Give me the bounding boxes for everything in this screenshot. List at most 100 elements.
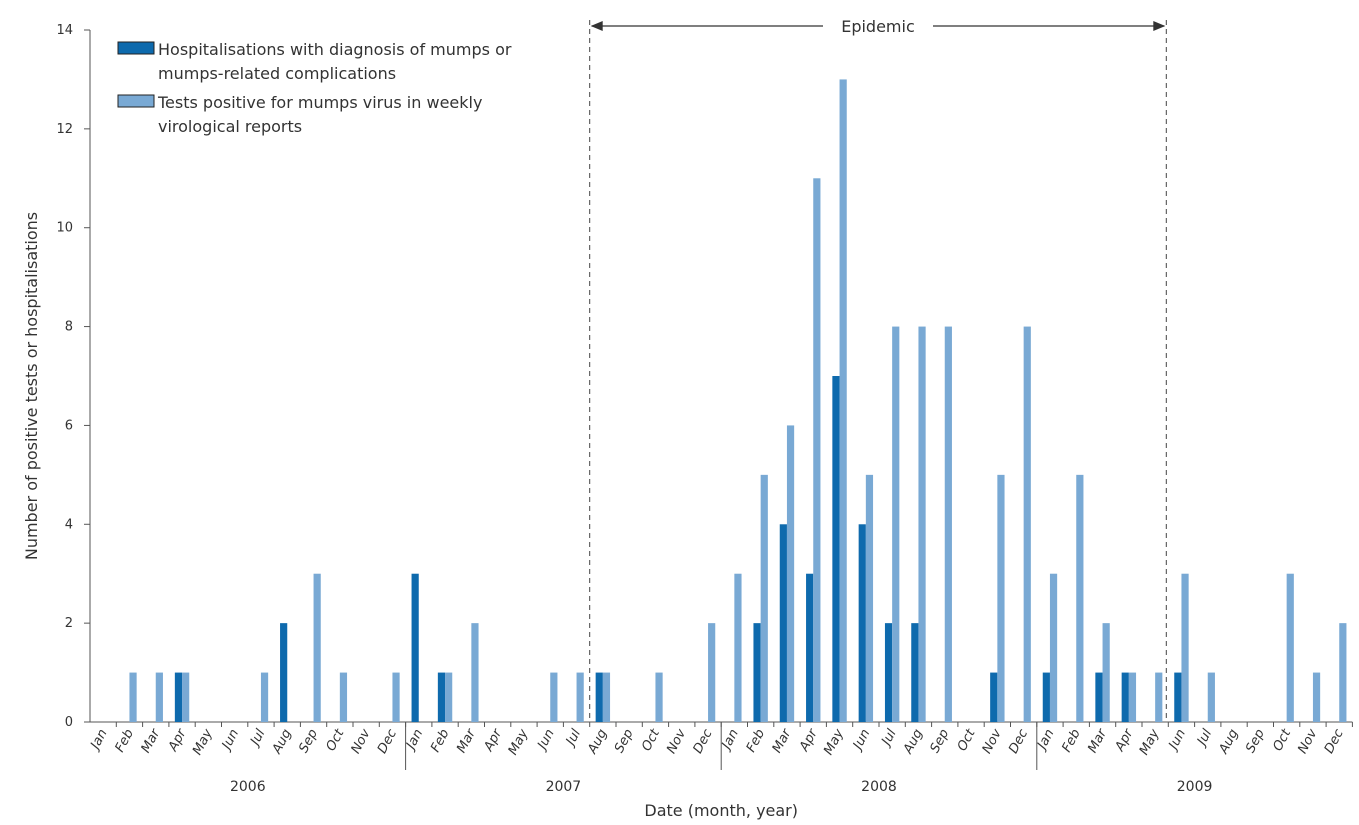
hospitalisation-bar — [1042, 672, 1050, 722]
positive-test-bar — [813, 178, 821, 723]
month-label: Jun — [534, 727, 558, 755]
epidemic-annotation: Epidemic — [589, 17, 1167, 722]
month-label: May — [506, 727, 532, 758]
month-label: Dec — [1006, 727, 1031, 756]
legend-label: Hospitalisations with diagnosis of mumps… — [158, 40, 512, 59]
positive-test-bar — [1128, 672, 1137, 722]
positive-test-bar — [1049, 573, 1058, 722]
x-axis: Jan Feb Mar Apr May Jun Jul Aug Sep Oct Nov Dec2006… — [87, 721, 1353, 795]
positive-test-bar — [1023, 326, 1031, 722]
y-tick-label: 12 — [56, 122, 73, 137]
positive-test-bar — [1155, 672, 1163, 722]
positive-test-bar — [1312, 672, 1321, 722]
month-label: Nov — [664, 727, 689, 757]
month-label: Oct — [955, 726, 979, 754]
month-label: Feb — [428, 727, 452, 755]
month-label: Jul — [1193, 726, 1215, 750]
positive-test-bar — [1207, 672, 1215, 722]
positive-test-bar — [392, 672, 400, 722]
month-label: Sep — [928, 727, 953, 756]
hospitalisation-bar — [806, 573, 814, 722]
positive-test-bar — [1181, 573, 1189, 722]
month-label: May — [1137, 727, 1163, 758]
positive-test-bar — [760, 474, 768, 722]
positive-test-bar — [944, 326, 952, 722]
y-axis: 0 2 4 6 8 10 12 14 — [56, 23, 91, 730]
positive-test-bar — [997, 474, 1005, 722]
positive-test-bar — [918, 326, 926, 722]
month-label: Nov — [349, 727, 374, 757]
legend-swatch — [117, 41, 155, 55]
bars — [129, 79, 1347, 723]
month-label: Jul — [562, 726, 584, 750]
positive-test-bar — [576, 672, 584, 722]
month-label: Dec — [375, 727, 400, 756]
y-tick-label: 0 — [65, 715, 73, 730]
hospitalisation-bar — [1174, 672, 1182, 722]
month-label: Nov — [980, 727, 1005, 757]
month-label: Jul — [878, 726, 900, 750]
positive-test-bar — [655, 672, 663, 722]
y-tick-label: 2 — [65, 616, 73, 631]
month-label: Mar — [1085, 725, 1111, 755]
positive-test-bar — [839, 79, 847, 722]
x-axis-title: Date (month, year) — [644, 801, 798, 820]
positive-test-bar — [550, 672, 558, 722]
month-label: May — [821, 727, 847, 758]
hospitalisation-bar — [437, 672, 446, 722]
month-label: Sep — [1243, 727, 1268, 756]
positive-test-bar — [865, 474, 874, 722]
month-label: Aug — [900, 727, 926, 757]
month-label: Mar — [770, 725, 796, 755]
month-label: Aug — [585, 727, 611, 757]
epidemic-label: Epidemic — [841, 17, 915, 36]
positive-test-bar — [1339, 623, 1347, 722]
positive-test-bar — [786, 425, 795, 722]
hospitalisation-bar — [1095, 672, 1103, 722]
month-label: Nov — [1295, 727, 1320, 757]
month-label: Apr — [481, 725, 506, 754]
month-label: Jun — [218, 727, 242, 755]
positive-test-bar — [313, 573, 321, 722]
month-label: Oct — [324, 726, 348, 754]
positive-test-bar — [129, 672, 137, 722]
year-label: 2007 — [546, 779, 582, 795]
hospitalisation-bar — [990, 672, 998, 722]
hospitalisation-bar — [280, 623, 288, 722]
month-label: Aug — [269, 727, 295, 757]
month-label: Jun — [849, 727, 873, 755]
positive-test-bar — [339, 672, 348, 722]
legend: Hospitalisations with diagnosis of mumps… — [117, 40, 512, 136]
positive-test-bar — [1286, 573, 1294, 722]
month-label: Mar — [454, 725, 480, 755]
month-label: May — [190, 727, 216, 758]
hospitalisation-bar — [911, 623, 919, 722]
y-tick-label: 10 — [56, 221, 73, 236]
positive-test-bar — [892, 326, 900, 722]
hospitalisation-bar — [832, 376, 840, 722]
hospitalisation-bar — [174, 672, 183, 722]
hospitalisation-bar — [411, 573, 419, 722]
month-label: Apr — [1112, 725, 1137, 754]
positive-test-bar — [1076, 474, 1084, 722]
hospitalisation-bar — [595, 672, 603, 722]
month-label: Dec — [691, 727, 716, 756]
month-label: Jan — [87, 727, 111, 754]
y-tick-label: 4 — [65, 517, 73, 532]
month-label: Jun — [1165, 727, 1189, 755]
year-label: 2008 — [861, 779, 897, 795]
month-label: Oct — [639, 726, 663, 754]
positive-test-bar — [1102, 623, 1110, 722]
month-label: Aug — [1216, 727, 1242, 757]
hospitalisation-bar — [779, 524, 787, 722]
month-label: Sep — [612, 727, 637, 756]
arrowhead-left — [590, 21, 603, 31]
positive-test-bar — [445, 672, 453, 722]
month-label: Sep — [296, 727, 321, 756]
positive-test-bar — [182, 672, 190, 722]
hospitalisation-bar — [1121, 672, 1129, 722]
positive-test-bar — [155, 672, 163, 722]
year-label: 2006 — [230, 779, 266, 795]
hospitalisation-bar — [884, 623, 893, 722]
